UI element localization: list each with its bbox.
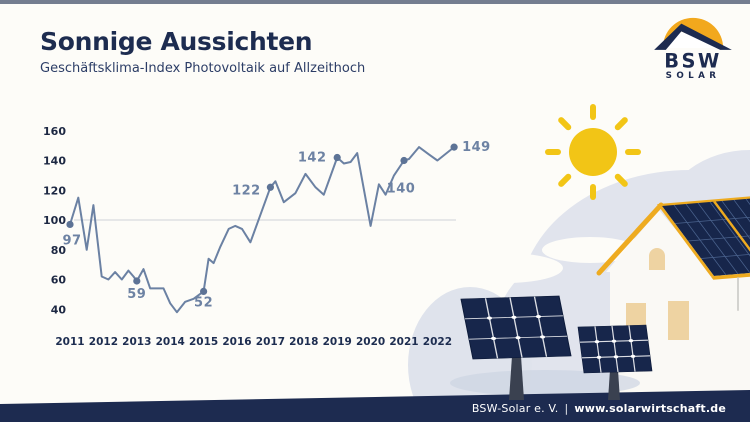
x-axis-tick: 2012 [89, 336, 118, 348]
data-point-label: 52 [194, 295, 213, 310]
house-window-right [668, 301, 689, 340]
house-window-left [626, 303, 646, 339]
x-axis-tick: 2021 [389, 336, 418, 348]
data-point-dot [400, 156, 408, 165]
y-axis-tick: 120 [43, 184, 66, 197]
y-axis-tick: 40 [51, 303, 67, 316]
y-axis-tick: 160 [43, 125, 66, 138]
x-axis-tick: 2017 [256, 336, 285, 348]
page-title: Sonnige Aussichten [40, 27, 313, 56]
photo-credit-vertical-text [737, 277, 739, 311]
y-axis-tick: 100 [43, 214, 66, 227]
logo-subtext: SOLAR [666, 71, 721, 80]
footer-credit: BSW-Solar e. V. | www.solarwirtschaft.de [472, 402, 726, 415]
data-point-dot [66, 220, 74, 229]
bsw-solar-logo: BSW SOLAR [654, 17, 732, 80]
panel-post-left [509, 356, 524, 400]
solar-panel-large [460, 295, 572, 360]
rooftop-solar-array-icon [657, 195, 750, 280]
sun-icon [545, 104, 641, 200]
x-axis-tick: 2013 [122, 336, 151, 348]
data-point-label: 149 [462, 140, 491, 155]
x-axis-tick: 2018 [289, 336, 318, 348]
panel-post-right [608, 370, 620, 400]
white-cloud-puffs [447, 237, 686, 283]
x-axis-tick: 2011 [55, 336, 84, 348]
footer-url[interactable]: www.solarwirtschaft.de [574, 402, 726, 415]
roof-edge-trim [596, 202, 664, 276]
data-point-label: 142 [298, 151, 327, 166]
x-axis-tick: 2016 [222, 336, 251, 348]
page-subtitle: Geschäftsklima-Index Photovoltaik auf Al… [40, 61, 366, 76]
data-point-label: 140 [387, 182, 416, 197]
x-axis-tick: 2020 [356, 336, 385, 348]
data-point-dot [200, 287, 208, 295]
data-point-dot [266, 183, 274, 191]
logo-text: BSW [664, 49, 721, 72]
data-point-label: 97 [62, 233, 81, 248]
cloud-shapes [495, 150, 750, 422]
data-point-dot [450, 143, 458, 151]
ground-solar-panels-icon [460, 295, 653, 400]
x-axis-tick: 2022 [423, 336, 452, 348]
panel-ground-shadow [450, 370, 640, 396]
solar-panel-small [577, 324, 653, 374]
index-line [69, 146, 456, 314]
x-axis-tick: 2014 [156, 336, 185, 348]
footer-separator: | [564, 402, 569, 415]
top-accent-bar [0, 0, 750, 4]
data-point-label: 59 [127, 287, 146, 302]
data-point-dot [333, 153, 341, 162]
y-axis-tick: 60 [51, 274, 67, 287]
y-axis-tick: 80 [51, 244, 67, 257]
footer-org: BSW-Solar e. V. [471, 402, 559, 415]
gable-window [649, 248, 665, 270]
data-point-dot [133, 277, 141, 285]
house-illustration [596, 195, 750, 400]
logo-sun-roof-icon [654, 17, 732, 50]
x-axis-tick: 2015 [189, 336, 218, 348]
y-axis-tick: 140 [43, 155, 66, 168]
data-point-label: 122 [232, 183, 261, 198]
x-axis-tick: 2019 [323, 336, 352, 348]
